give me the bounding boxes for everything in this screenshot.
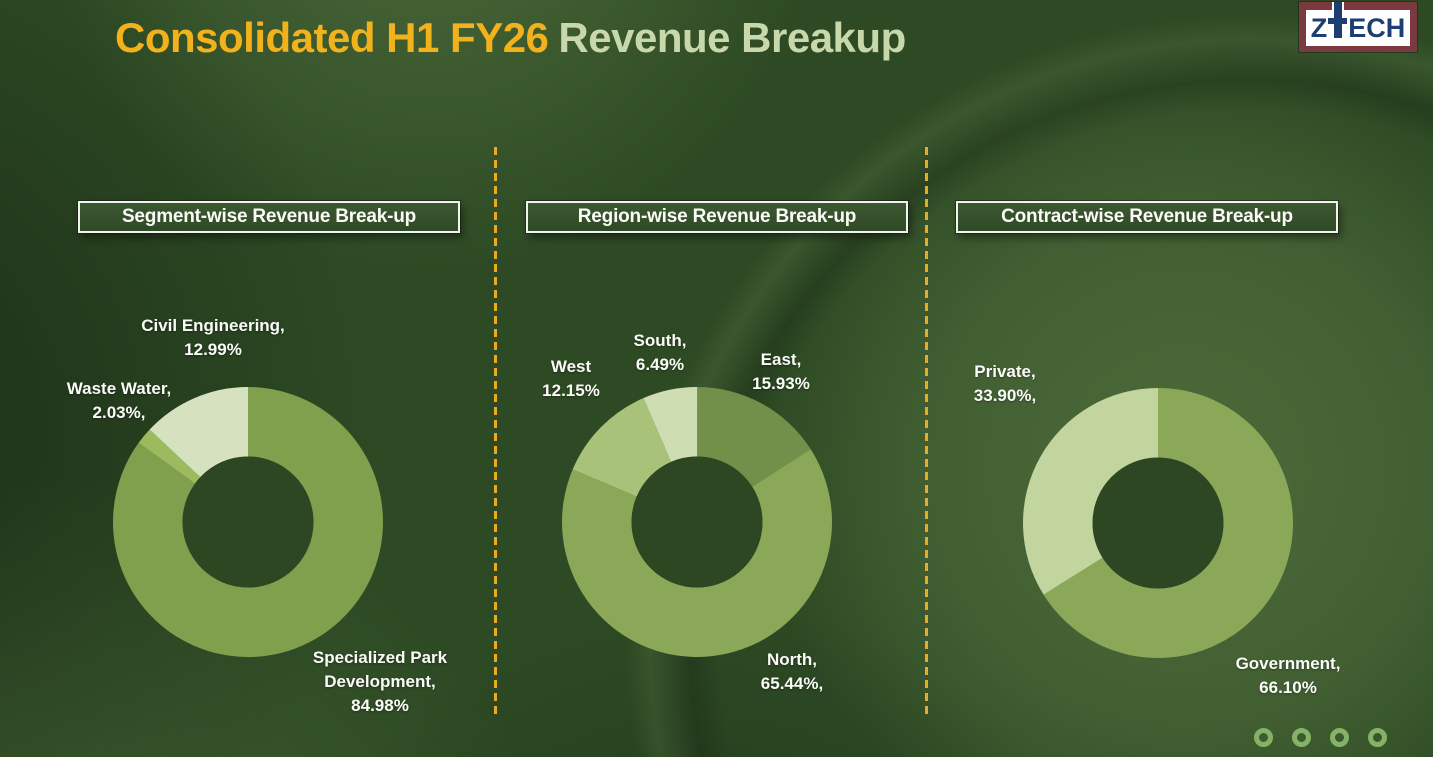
header-segment-wise: Segment-wise Revenue Break-up (78, 201, 460, 233)
logo-letter-z: Z (1310, 12, 1328, 43)
ring-icon (1368, 728, 1387, 747)
header-contract-wise: Contract-wise Revenue Break-up (956, 201, 1338, 233)
label-private: Private, 33.90%, (973, 362, 1037, 405)
label-civil-engineering: Civil Engineering, 12.99% (141, 316, 285, 359)
donut-slice-waste-water (138, 429, 201, 484)
label-south: South, 6.49% (633, 331, 687, 374)
label-east: East, 15.93% (752, 350, 810, 393)
logo-letter-t (1328, 2, 1348, 38)
donut-chart-contract (1023, 388, 1293, 658)
donut-slice-east (697, 387, 811, 487)
title-rest: Revenue Breakup (558, 14, 906, 61)
dashed-divider-right (925, 147, 928, 716)
logo-letters-ech: ECH (1348, 12, 1406, 43)
ring-icon (1292, 728, 1311, 747)
donut-hole (1092, 457, 1224, 589)
logo-t-crossbar (1328, 18, 1348, 24)
donut-chart-segment (113, 387, 383, 657)
donut-hole (182, 456, 314, 588)
donut-slice-north (562, 449, 832, 657)
donut-slice-west (572, 398, 672, 497)
donut-slice-civil-engineering (149, 387, 248, 478)
ztech-logo-inner: Z ECH (1306, 2, 1410, 46)
ztech-logo: Z ECH (1299, 2, 1417, 52)
label-west: West 12.15% (542, 357, 600, 400)
label-north: North, 65.44%, (760, 650, 824, 693)
ring-icon (1330, 728, 1349, 747)
donut-slice-government (1043, 388, 1293, 658)
donut-slice-south (643, 387, 698, 462)
dashed-divider-left (494, 147, 497, 716)
donut-slice-private (1023, 388, 1158, 595)
ring-icon (1254, 728, 1273, 747)
page-title: Consolidated H1 FY26 Revenue Breakup (115, 14, 906, 62)
donut-chart-region (562, 387, 832, 657)
donut-slice-specialized-park-development (113, 387, 383, 657)
label-specialized-park-development: Specialized Park Development, 84.98% (312, 648, 448, 715)
title-highlight: Consolidated H1 FY26 (115, 14, 549, 61)
decorative-rings (1254, 728, 1387, 747)
donut-hole (631, 456, 763, 588)
header-region-wise: Region-wise Revenue Break-up (526, 201, 908, 233)
label-government: Government, 66.10% (1235, 654, 1341, 697)
label-waste-water: Waste Water, 2.03%, (66, 379, 172, 422)
